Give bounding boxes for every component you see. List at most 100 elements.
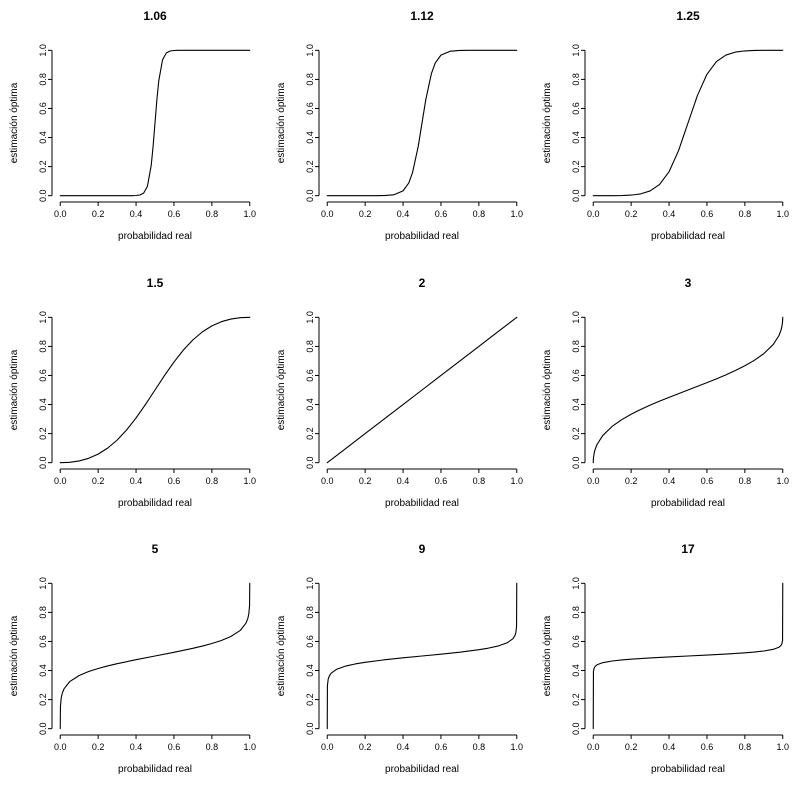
x-tick-label: 0.2 xyxy=(625,209,638,219)
y-tick-label: 0.8 xyxy=(571,340,581,353)
y-tick-label: 0.0 xyxy=(305,723,315,736)
x-tick-label: 0.6 xyxy=(701,209,714,219)
x-tick-label: 0.2 xyxy=(359,476,372,486)
y-tick-label: 1.0 xyxy=(571,311,581,324)
y-axis-label: estimación óptima xyxy=(542,349,553,430)
x-tick-label: 0.0 xyxy=(321,476,334,486)
chart-title: 3 xyxy=(685,276,692,290)
y-tick-label: 0.4 xyxy=(38,398,48,411)
y-tick-label: 0.4 xyxy=(38,131,48,144)
x-tick-label: 0.4 xyxy=(130,209,143,219)
x-tick-label: 0.8 xyxy=(206,742,219,752)
y-tick-label: 0.0 xyxy=(571,189,581,202)
plot-panel-1.06: 1.06 0.0 0.0 0.2 0.2 0.4 0.4 0.6 0.6 0.8 0.8 1.0 1.0… xyxy=(0,0,266,266)
plot-svg: 1.12 0.0 0.0 0.2 0.2 0.4 0.4 0.6 0.6 0.8 0.8 1.0 1.0… xyxy=(276,9,523,242)
x-axis-label: probabilidad real xyxy=(118,231,192,242)
y-tick-label: 0.6 xyxy=(305,102,315,115)
x-tick-label: 0.4 xyxy=(130,742,143,752)
curve-line xyxy=(326,316,517,463)
y-axis-label: estimación óptima xyxy=(542,82,553,163)
chart-title: 5 xyxy=(152,542,159,556)
y-axis-label: estimación óptima xyxy=(9,616,20,697)
y-tick-label: 0.0 xyxy=(305,189,315,202)
y-tick-label: 0.4 xyxy=(38,665,48,678)
y-tick-label: 0.2 xyxy=(305,694,315,707)
plot-svg: 1.06 0.0 0.0 0.2 0.2 0.4 0.4 0.6 0.6 0.8 0.8 1.0 1.0… xyxy=(9,9,256,242)
x-tick-label: 0.8 xyxy=(739,476,752,486)
x-tick-label: 1.0 xyxy=(244,742,257,752)
x-tick-label: 1.0 xyxy=(777,476,790,486)
x-tick-label: 0.0 xyxy=(321,742,334,752)
x-tick-label: 0.8 xyxy=(206,209,219,219)
y-tick-label: 0.4 xyxy=(571,665,581,678)
x-tick-label: 1.0 xyxy=(510,476,523,486)
y-tick-label: 0.2 xyxy=(571,694,581,707)
y-tick-label: 0.6 xyxy=(38,636,48,649)
x-tick-label: 0.2 xyxy=(359,209,372,219)
plot-panel-1.5: 1.5 0.0 0.0 0.2 0.2 0.4 0.4 0.6 0.6 0.8 0.8 1.0 1.0 p… xyxy=(0,267,266,533)
x-tick-label: 0.2 xyxy=(92,476,105,486)
y-axis-label: estimación óptima xyxy=(276,616,287,697)
y-axis-label: estimación óptima xyxy=(9,349,20,430)
y-tick-label: 0.6 xyxy=(571,102,581,115)
x-axis-label: probabilidad real xyxy=(385,764,459,775)
x-tick-label: 0.6 xyxy=(434,742,447,752)
curve-line xyxy=(326,49,517,197)
x-tick-label: 0.4 xyxy=(663,476,676,486)
y-tick-label: 0.8 xyxy=(38,73,48,86)
chart-title: 9 xyxy=(418,542,425,556)
x-tick-label: 0.8 xyxy=(206,476,219,486)
x-tick-label: 0.4 xyxy=(663,209,676,219)
y-tick-label: 0.8 xyxy=(305,340,315,353)
x-tick-label: 0.0 xyxy=(54,476,67,486)
y-tick-label: 0.2 xyxy=(305,160,315,173)
y-axis-label: estimación óptima xyxy=(542,616,553,697)
y-tick-label: 1.0 xyxy=(571,44,581,57)
x-tick-label: 0.4 xyxy=(396,742,409,752)
x-tick-label: 0.2 xyxy=(625,742,638,752)
x-tick-label: 0.0 xyxy=(54,209,67,219)
x-tick-label: 1.0 xyxy=(777,209,790,219)
x-tick-label: 1.0 xyxy=(510,209,523,219)
x-axis-label: probabilidad real xyxy=(118,764,192,775)
x-tick-label: 0.8 xyxy=(739,742,752,752)
x-tick-label: 0.4 xyxy=(396,209,409,219)
chart-title: 1.06 xyxy=(143,9,167,23)
x-axis-label: probabilidad real xyxy=(651,231,725,242)
x-tick-label: 0.6 xyxy=(168,476,181,486)
y-axis-label: estimación óptima xyxy=(276,349,287,430)
x-tick-label: 0.2 xyxy=(625,476,638,486)
y-tick-label: 1.0 xyxy=(305,577,315,590)
y-tick-label: 0.0 xyxy=(38,189,48,202)
x-tick-label: 0.6 xyxy=(434,209,447,219)
y-tick-label: 0.8 xyxy=(305,606,315,619)
x-tick-label: 0.0 xyxy=(587,742,600,752)
y-tick-label: 0.6 xyxy=(571,636,581,649)
y-tick-label: 1.0 xyxy=(571,577,581,590)
y-tick-label: 0.2 xyxy=(571,427,581,440)
y-tick-label: 0.6 xyxy=(305,636,315,649)
x-tick-label: 0.0 xyxy=(587,476,600,486)
chart-title: 1.25 xyxy=(677,9,701,23)
curve-line xyxy=(593,316,784,463)
x-tick-label: 0.8 xyxy=(472,209,485,219)
curve-line xyxy=(59,316,251,463)
x-axis-label: probabilidad real xyxy=(651,498,725,509)
y-tick-label: 0.2 xyxy=(571,160,581,173)
x-tick-label: 0.8 xyxy=(472,476,485,486)
curve-line xyxy=(59,583,251,730)
x-tick-label: 0.4 xyxy=(130,476,143,486)
y-tick-label: 0.4 xyxy=(571,131,581,144)
x-axis-label: probabilidad real xyxy=(651,764,725,775)
plot-panel-2: 2 0.0 0.0 0.2 0.2 0.4 0.4 0.6 0.6 0.8 0.8 1.0 1.0 pro… xyxy=(267,267,533,533)
curve-line xyxy=(593,49,784,197)
plot-panel-5: 5 0.0 0.0 0.2 0.2 0.4 0.4 0.6 0.6 0.8 0.8 1.0 1.0 pro… xyxy=(0,533,266,799)
y-tick-label: 0.4 xyxy=(305,131,315,144)
plot-panel-3: 3 0.0 0.0 0.2 0.2 0.4 0.4 0.6 0.6 0.8 0.8 1.0 1.0 pro… xyxy=(533,267,799,533)
x-tick-label: 0.2 xyxy=(359,742,372,752)
y-tick-label: 0.6 xyxy=(38,102,48,115)
y-tick-label: 0.8 xyxy=(571,73,581,86)
x-axis-label: probabilidad real xyxy=(385,231,459,242)
x-tick-label: 0.0 xyxy=(54,742,67,752)
